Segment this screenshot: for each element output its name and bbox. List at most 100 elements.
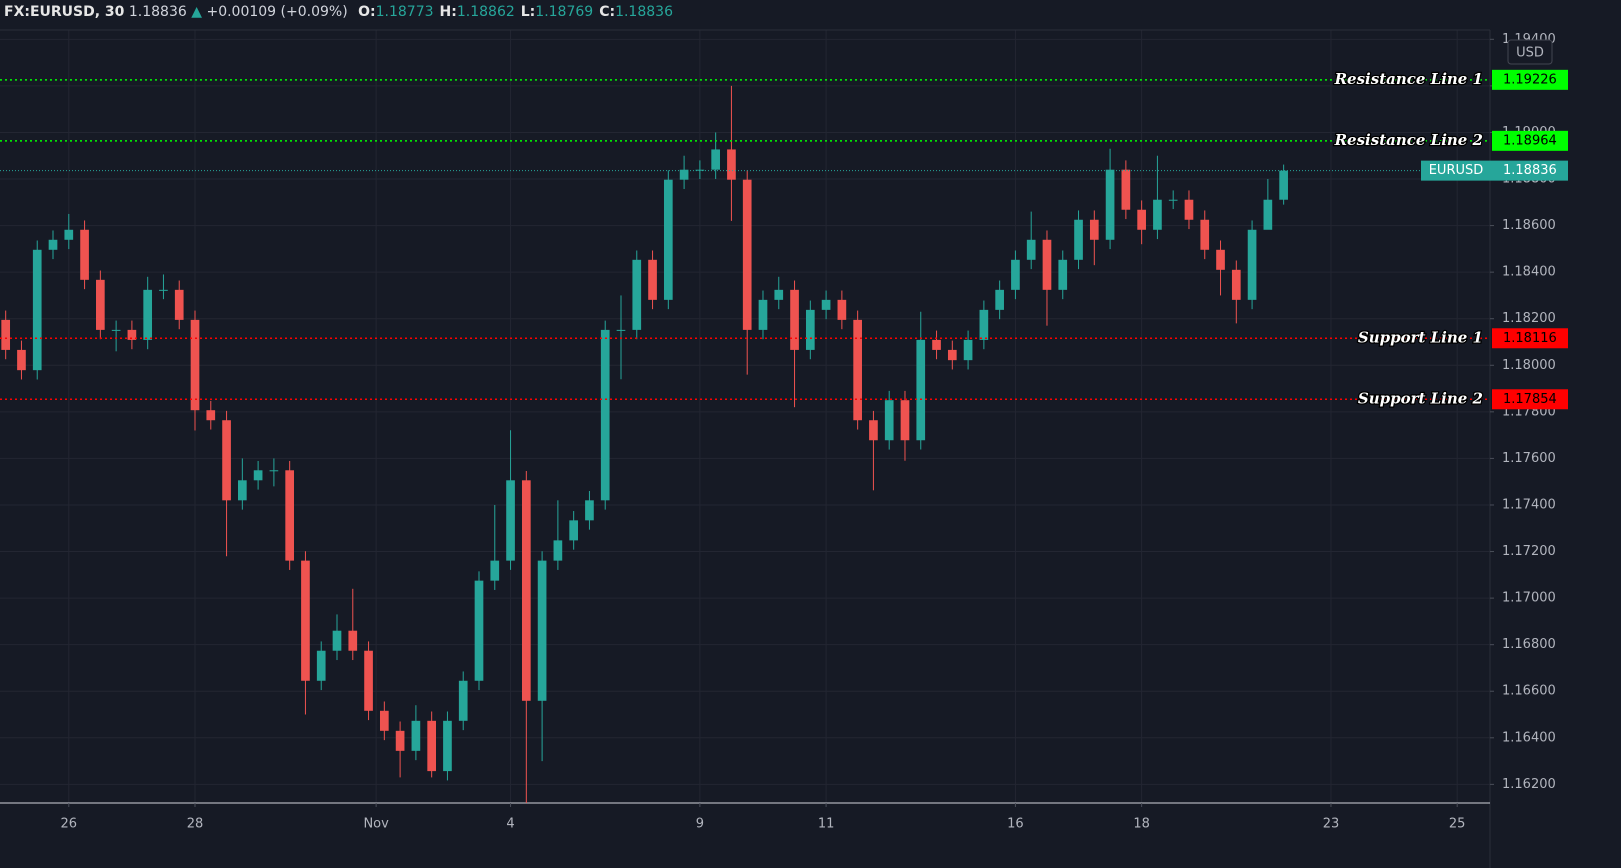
- candle-body: [790, 289, 799, 350]
- candle-body: [900, 400, 910, 441]
- candle-body: [916, 339, 926, 441]
- y-tick-label: 1.17400: [1502, 497, 1556, 512]
- symbol[interactable]: FX:EURUSD, 30: [4, 4, 125, 20]
- candle-body: [837, 299, 847, 320]
- candle-body: [1184, 199, 1194, 220]
- candle-body: [506, 480, 515, 561]
- candle-body: [632, 259, 642, 330]
- y-tick-label: 1.17000: [1502, 591, 1556, 606]
- candle-body: [1089, 219, 1099, 240]
- candle-body: [821, 299, 831, 310]
- candle-body: [1153, 199, 1162, 230]
- x-tick-label: 11: [818, 817, 835, 832]
- change: +0.00109 (+0.09%): [206, 4, 348, 20]
- candle-body: [805, 309, 815, 350]
- candle-body: [348, 630, 358, 651]
- x-tick-label: 28: [187, 817, 204, 832]
- candle-body: [869, 420, 878, 441]
- x-tick-label: Nov: [363, 817, 389, 832]
- line-label: Resistance Line 2: [1334, 131, 1483, 149]
- x-tick-label: 26: [61, 817, 78, 832]
- candle-body: [301, 560, 310, 681]
- candle-body: [253, 470, 263, 481]
- candle-body: [1058, 259, 1068, 290]
- candle-body: [1121, 169, 1131, 210]
- candle-body: [853, 319, 862, 421]
- candle-body: [1247, 229, 1257, 300]
- candle-body: [64, 229, 74, 240]
- y-tick-label: 1.17200: [1502, 544, 1556, 559]
- ohlc-value: 1.18836: [615, 4, 673, 20]
- candle-body: [332, 630, 342, 651]
- currency-button[interactable]: USD: [1507, 39, 1553, 65]
- candle-body: [1026, 239, 1036, 260]
- y-tick-label: 1.16600: [1502, 684, 1556, 699]
- candle-body: [237, 480, 247, 501]
- last-price-box: [1492, 160, 1568, 181]
- candle-body: [48, 239, 58, 250]
- ohlc-label: O:: [358, 4, 376, 20]
- candle-body: [206, 410, 216, 421]
- candle-body: [174, 289, 184, 320]
- y-tick-label: 1.18000: [1502, 358, 1556, 373]
- x-tick-label: 9: [696, 817, 704, 832]
- y-tick-label: 1.17600: [1502, 451, 1556, 466]
- change-arrow: ▲: [191, 4, 203, 20]
- candle-body: [600, 329, 610, 501]
- candle-body: [458, 680, 468, 721]
- ohlc-label: H:: [439, 4, 457, 20]
- line-label: Support Line 1: [1358, 328, 1483, 346]
- ohlc-values: O:1.18773 H:1.18862 L:1.18769 C:1.18836: [352, 4, 673, 20]
- candle-body: [569, 520, 578, 541]
- candle-body: [474, 580, 484, 681]
- candle-body: [411, 720, 421, 751]
- candle-body: [1137, 209, 1146, 230]
- candle-body: [947, 349, 957, 361]
- line-label: Resistance Line 1: [1334, 70, 1483, 88]
- y-tick-label: 1.18600: [1502, 218, 1556, 233]
- candle-body: [995, 289, 1004, 310]
- candle-body: [1, 319, 11, 350]
- ohlc-value: 1.18862: [456, 4, 515, 20]
- candle-body: [616, 329, 626, 331]
- line-value: 1.18116: [1503, 331, 1557, 346]
- candle-body: [427, 720, 437, 772]
- x-tick-label: 18: [1133, 817, 1150, 832]
- candle-body: [443, 720, 452, 772]
- candle-body: [979, 309, 989, 340]
- currency-label: USD: [1516, 46, 1544, 61]
- y-tick-label: 1.16800: [1502, 637, 1556, 652]
- candle-body: [111, 329, 121, 331]
- line-value-box: [1492, 130, 1568, 151]
- last-price-name-box: [1421, 160, 1492, 181]
- y-tick-label: 1.16200: [1502, 777, 1556, 792]
- candle-body: [537, 560, 547, 701]
- candle-body: [663, 179, 673, 300]
- candle-body: [742, 179, 752, 330]
- ohlc-value: 1.18773: [375, 4, 434, 20]
- candles: [1, 85, 1288, 803]
- candle-body: [395, 730, 405, 751]
- ohlc-label: L:: [520, 4, 536, 20]
- candle-body: [585, 500, 594, 521]
- x-tick-label: 23: [1323, 817, 1340, 832]
- candle-body: [711, 149, 720, 170]
- candle-body: [32, 249, 42, 371]
- currency-box: [1507, 39, 1553, 65]
- x-tick-label: 4: [506, 817, 514, 832]
- candle-body: [774, 289, 784, 300]
- line-value: 1.17854: [1503, 392, 1557, 407]
- y-tick-label: 1.18400: [1502, 265, 1556, 280]
- candle-body: [1263, 199, 1273, 230]
- line-value: 1.19226: [1503, 72, 1557, 87]
- candle-body: [127, 329, 137, 340]
- candle-body: [1042, 239, 1052, 290]
- y-tick-label: 1.16400: [1502, 730, 1556, 745]
- line-label: Support Line 2: [1358, 389, 1483, 407]
- candle-body: [727, 149, 736, 180]
- candle-body: [285, 470, 295, 561]
- candle-body: [143, 289, 153, 340]
- line-value-box: [1492, 389, 1568, 410]
- candle-body: [1011, 259, 1020, 290]
